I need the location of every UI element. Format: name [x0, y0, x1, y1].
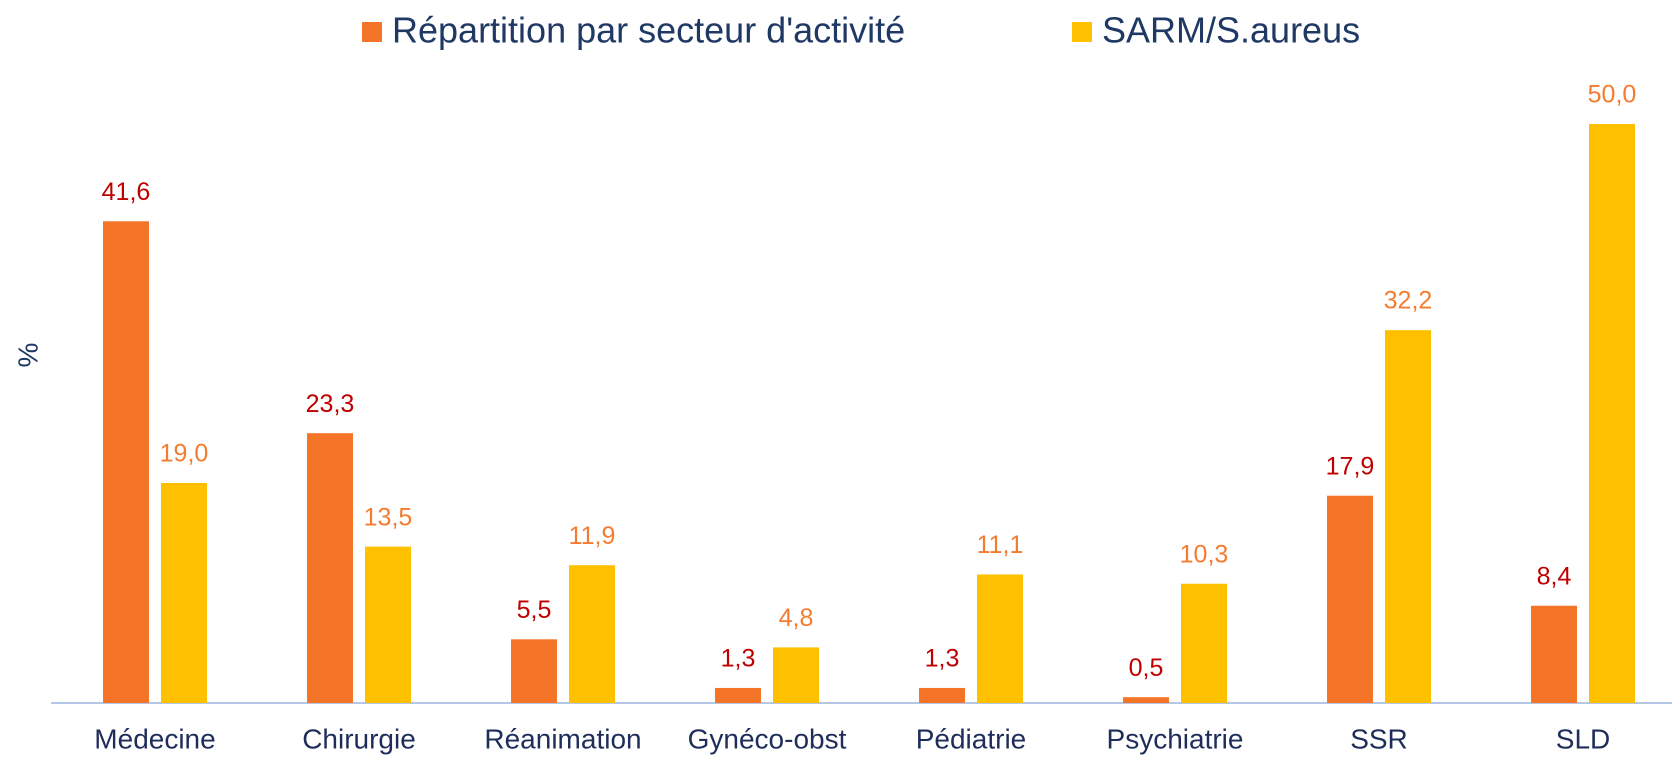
value-label: 11,1 [977, 531, 1024, 559]
x-tick-label: Médecine [94, 723, 215, 754]
bar [1385, 330, 1431, 703]
bar [977, 574, 1023, 703]
value-label: 8,4 [1537, 562, 1572, 590]
value-label: 19,0 [160, 440, 209, 468]
legend-label: Répartition par secteur d'activité [392, 10, 905, 51]
value-label: 1,3 [721, 645, 756, 673]
bar [1589, 124, 1635, 703]
x-tick-label: Psychiatrie [1107, 723, 1244, 754]
y-axis-label: % [12, 343, 43, 368]
bar [1531, 605, 1577, 703]
legend-swatch [362, 22, 382, 42]
x-tick-label: Réanimation [484, 723, 641, 754]
bar [307, 433, 353, 703]
x-tick-label: Pédiatrie [916, 723, 1027, 754]
bar [715, 687, 761, 703]
bar [1123, 697, 1169, 703]
x-tick-label: SSR [1350, 723, 1408, 754]
value-label: 11,9 [569, 522, 616, 550]
value-label: 4,8 [779, 604, 814, 632]
value-label: 10,3 [1180, 540, 1229, 568]
value-label: 32,2 [1384, 287, 1433, 315]
x-tick-label: Chirurgie [302, 723, 416, 754]
bar [919, 687, 965, 703]
bar [511, 639, 557, 703]
value-label: 50,0 [1588, 81, 1637, 109]
value-label: 13,5 [364, 503, 413, 531]
bar [1181, 583, 1227, 703]
value-label: 5,5 [517, 596, 552, 624]
value-label: 23,3 [306, 390, 355, 418]
x-tick-label: Gynéco-obst [688, 723, 847, 754]
bar [1327, 495, 1373, 703]
bar [365, 546, 411, 703]
bar [103, 221, 149, 703]
bar [773, 647, 819, 703]
bar [569, 565, 615, 703]
legend-label: SARM/S.aureus [1102, 10, 1360, 51]
value-label: 0,5 [1129, 654, 1164, 682]
value-label: 17,9 [1326, 452, 1375, 480]
value-label: 1,3 [925, 645, 960, 673]
value-label: 41,6 [102, 178, 151, 206]
x-tick-label: SLD [1556, 723, 1610, 754]
bar [161, 482, 207, 703]
legend-swatch [1072, 22, 1092, 42]
